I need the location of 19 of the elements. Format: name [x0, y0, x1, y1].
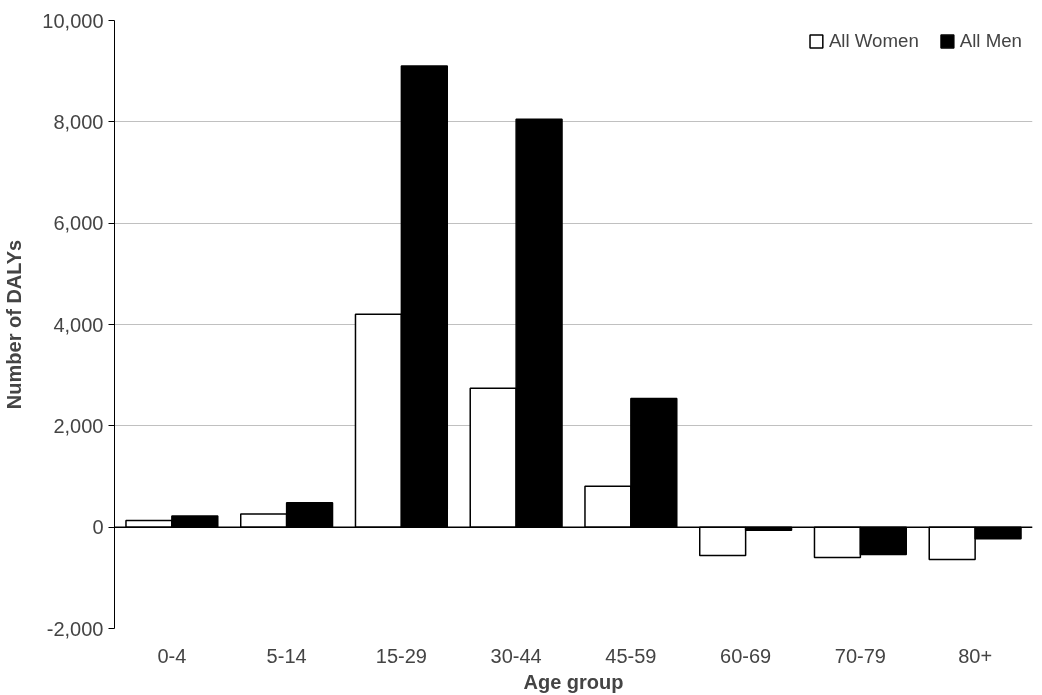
- y-tick-label: 4,000: [53, 313, 104, 336]
- x-tick-label: 70-79: [834, 644, 886, 667]
- y-tick-label: 6,000: [53, 212, 104, 235]
- y-axis-title: Number of DALYs: [3, 239, 26, 410]
- x-tick-label: 5-14: [266, 644, 307, 667]
- legend-label: All Women: [828, 30, 919, 52]
- x-tick-label: 80+: [958, 644, 993, 667]
- y-tick-label: -2,000: [46, 617, 104, 640]
- y-tick-label: 10,000: [42, 9, 104, 32]
- y-tick-label: 2,000: [53, 414, 104, 437]
- x-tick-label: 45-59: [605, 644, 657, 667]
- x-tick-label: 0-4: [157, 644, 187, 667]
- x-axis-title: Age group: [523, 670, 624, 693]
- x-tick-label: 60-69: [720, 644, 772, 667]
- y-tick-label: 0: [92, 516, 104, 539]
- x-tick-label: 30-44: [490, 644, 542, 667]
- legend-label: All Men: [959, 30, 1022, 52]
- x-tick-label: 15-29: [375, 644, 427, 667]
- y-tick-label: 8,000: [53, 110, 104, 133]
